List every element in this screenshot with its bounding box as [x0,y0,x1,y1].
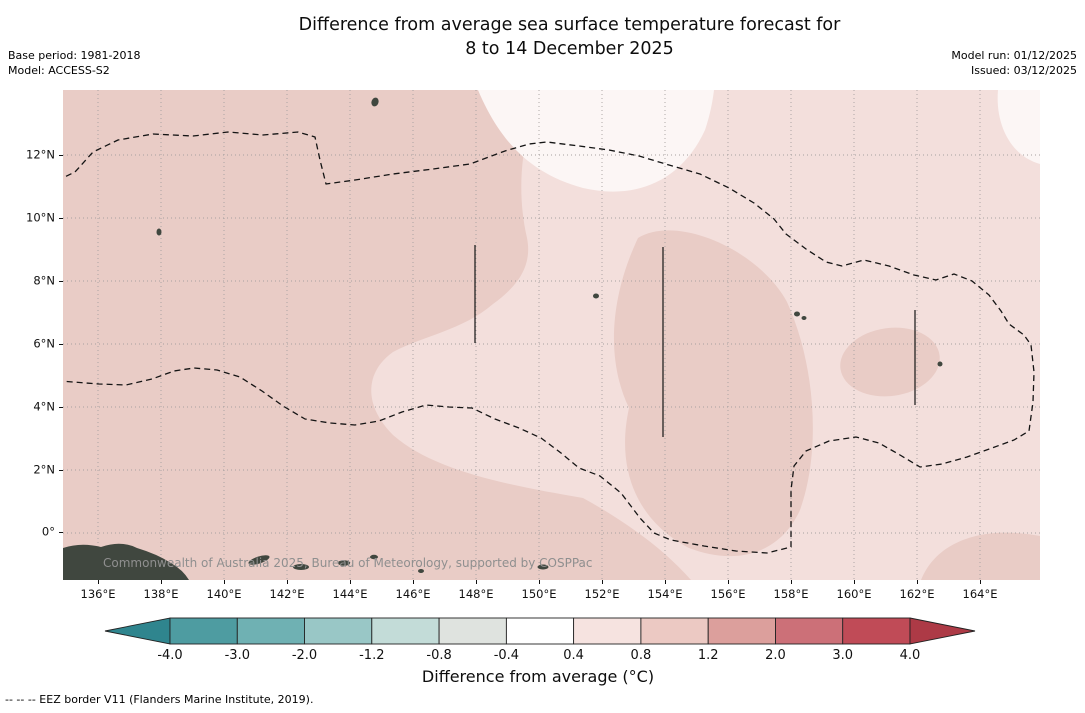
lon-tick-label: 154°E [647,587,683,601]
colorbar-segment [775,617,844,645]
x-tick-mark [917,580,918,584]
colorbar-tick-label: 3.0 [832,648,854,663]
lon-tick-label: 146°E [395,587,431,601]
colorbar-tick-label: -0.8 [426,648,452,663]
anomaly-region-bottom-right [921,532,1040,580]
y-tick-mark [59,281,63,282]
x-tick-mark [602,580,603,584]
colorbar-tick-label: -2.0 [291,648,318,663]
issued-text: Issued: 03/12/2025 [970,64,1077,77]
x-tick-mark [476,580,477,584]
lon-tick-label: 148°E [458,587,494,601]
colorbar-tick-label: 1.2 [697,648,719,663]
y-tick-mark [59,344,63,345]
y-tick-mark [59,407,63,408]
colorbar-tick-label: -3.0 [224,648,250,663]
y-tick-mark [59,532,63,533]
colorbar-right-arrow [909,617,976,645]
lon-tick-label: 158°E [773,587,809,601]
colorbar-tick-label: 4.0 [899,648,921,663]
eez-legend-note: -- -- -- EEZ border V11 (Flanders Marine… [5,693,314,706]
lon-tick-label: 142°E [269,587,305,601]
lon-tick-label: 162°E [899,587,935,601]
watermark-text: Commonwealth of Australia 2025, Bureau o… [103,556,593,570]
colorbar-segment [707,617,776,645]
anomaly-region-central [613,230,813,557]
colorbar-segment [371,617,440,645]
lat-tick-label: 4°N [33,399,55,414]
x-tick-mark [224,580,225,584]
colorbar-tick-label: -1.2 [359,648,385,663]
colorbar-svg [104,617,976,645]
colorbar-segment [438,617,507,645]
x-tick-mark [980,580,981,584]
colorbar-tick-label: 0.8 [630,648,652,663]
lon-tick-label: 150°E [521,587,557,601]
colorbar [100,617,980,645]
model-text: Model: ACCESS-S2 [8,64,110,77]
y-tick-mark [59,155,63,156]
lon-tick-label: 164°E [962,587,998,601]
x-tick-mark [854,580,855,584]
y-tick-mark [59,470,63,471]
lon-tick-label: 160°E [836,587,872,601]
lon-tick-label: 136°E [80,587,116,601]
lon-tick-label: 156°E [710,587,746,601]
x-tick-mark [161,580,162,584]
colorbar-tick-label: -4.0 [157,648,183,663]
graticule-gridlines [63,90,1040,580]
colorbar-segment [640,617,709,645]
eez-border-dashed [47,131,1035,554]
anomaly-region-top-right-pale [997,90,1040,164]
x-tick-mark [728,580,729,584]
colorbar-segment [236,617,306,645]
metadata-top-left: Base period: 1981-2018 Model: ACCESS-S2 [8,48,140,78]
colorbar-tick-label: -0.4 [493,648,520,663]
x-tick-mark [665,580,666,584]
lat-tick-label: 12°N [26,147,55,162]
x-tick-mark [350,580,351,584]
land-features [63,97,943,580]
page-title-line1: Difference from average sea surface temp… [298,15,841,35]
colorbar-segment [505,617,575,645]
lat-tick-label: 8°N [33,273,55,288]
colorbar-segment [842,617,911,645]
x-tick-mark [413,580,414,584]
metadata-top-right: Model run: 01/12/2025 Issued: 03/12/2025 [951,48,1077,78]
anomaly-region-west [63,90,691,580]
lat-tick-label: 10°N [26,210,55,225]
map-area: Commonwealth of Australia 2025, Bureau o… [47,90,1040,580]
lat-tick-label: 6°N [33,336,55,351]
x-tick-mark [287,580,288,584]
anomaly-region-top-centre-pale [478,90,714,192]
colorbar-left-arrow [104,617,171,645]
y-tick-mark [59,218,63,219]
lon-tick-label: 144°E [332,587,368,601]
colorbar-label: Difference from average (°C) [421,667,655,686]
colorbar-segment [304,617,373,645]
base-period-text: Base period: 1981-2018 [8,49,141,62]
lat-tick-label: 0° [41,524,55,539]
page-title-line2: 8 to 14 December 2025 [465,39,674,59]
colorbar-segment [573,617,642,645]
lon-tick-label: 138°E [143,587,179,601]
sst-anomaly-map [47,90,1040,580]
x-tick-mark [98,580,99,584]
colorbar-segment [169,617,238,645]
colorbar-tick-label: 0.4 [563,648,584,663]
colorbar-tick-label: 2.0 [765,648,786,663]
model-run-text: Model run: 01/12/2025 [951,49,1077,62]
lon-tick-label: 140°E [206,587,242,601]
x-tick-mark [791,580,792,584]
lat-tick-label: 2°N [33,462,55,477]
x-tick-mark [539,580,540,584]
lon-tick-label: 152°E [584,587,620,601]
eez-border-solid-segments [474,245,916,437]
